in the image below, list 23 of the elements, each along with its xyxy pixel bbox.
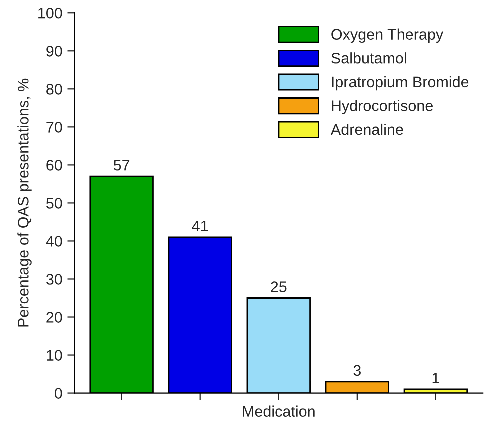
data-label: 3 (354, 365, 361, 376)
y-tick-label: 50 (46, 198, 62, 209)
data-label: 41 (192, 220, 208, 232)
y-tick-label: 80 (46, 84, 62, 95)
y-tick-label: 70 (46, 122, 62, 133)
x-axis-title: Medication (243, 406, 315, 418)
y-tick-label: 90 (46, 46, 62, 57)
y-tick-label: 60 (46, 160, 62, 171)
legend-label: Salbutamol (332, 52, 406, 64)
legend-label: Ipratropium Bromide (332, 76, 469, 91)
data-label: 1 (432, 373, 440, 384)
data-label: 57 (114, 160, 130, 171)
legend-label: Oxygen Therapy (332, 28, 444, 44)
y-tick-label: 10 (47, 350, 62, 361)
y-tick-label: 20 (46, 312, 62, 323)
legend-label: Adrenaline (330, 124, 404, 136)
y-tick-label: 30 (46, 274, 62, 285)
y-axis-title: Percentage of QAS presentations, % (18, 78, 32, 327)
data-label: 25 (271, 282, 287, 292)
y-tick-label: 40 (46, 236, 62, 247)
y-tick-label: 100 (38, 8, 62, 19)
legend-label: Hydrocortisone (332, 100, 433, 114)
y-tick-label: 0 (54, 388, 62, 399)
